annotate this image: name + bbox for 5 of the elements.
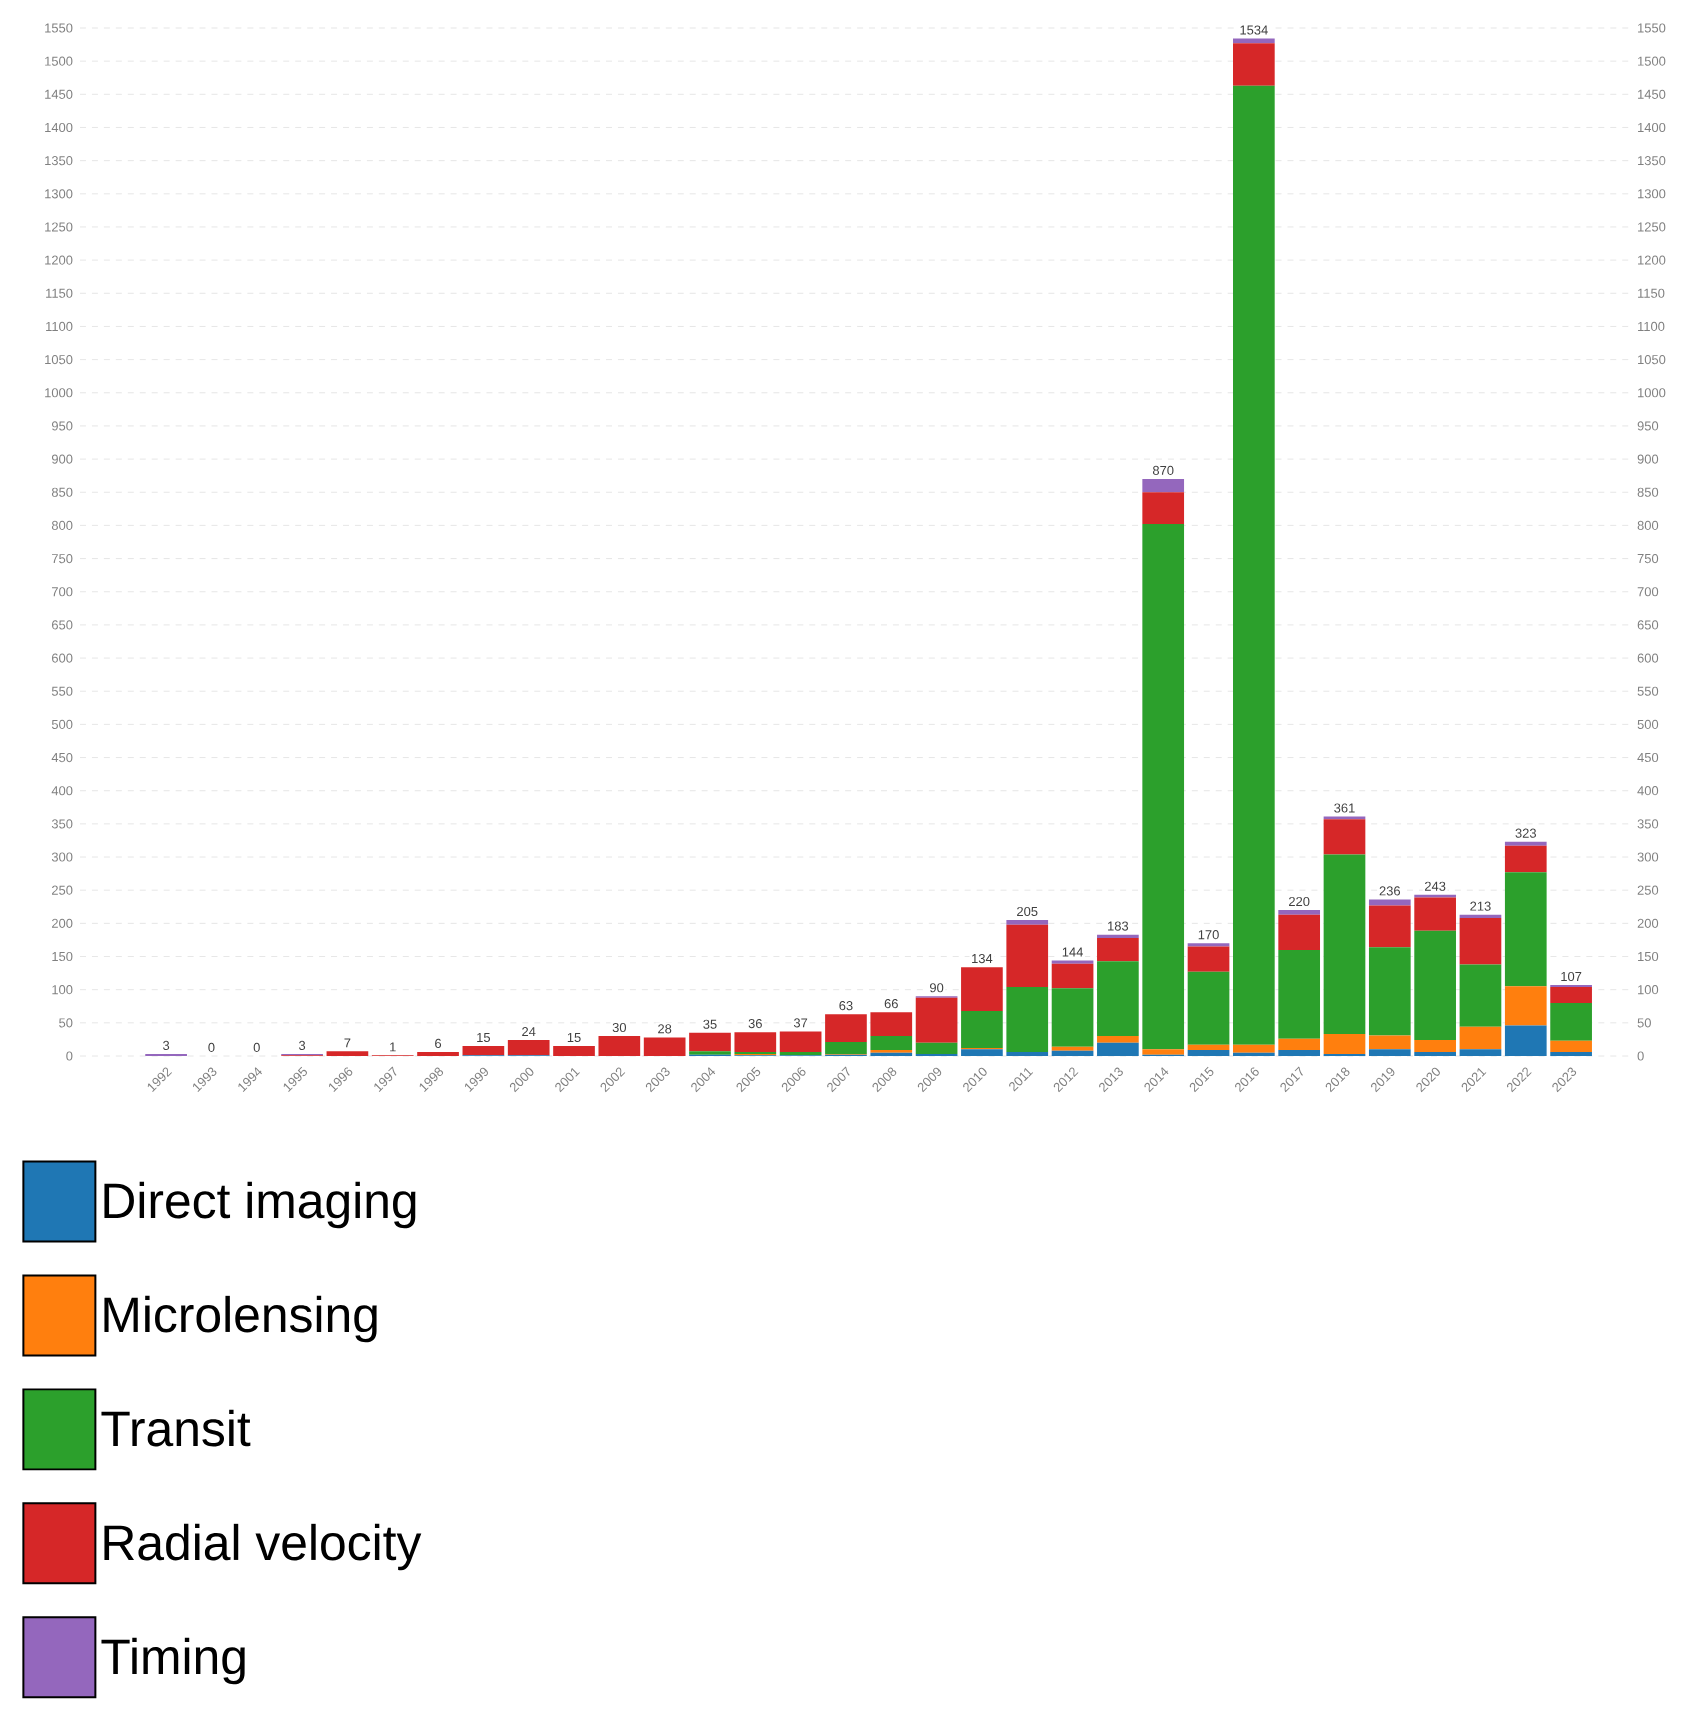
legend-label: Direct imaging xyxy=(104,1181,416,1229)
legend-label: Timing xyxy=(101,1637,245,1685)
legend-label: Transit xyxy=(101,1409,251,1447)
legend-label: Microlensing xyxy=(104,1295,377,1343)
legend-label: Radial velocity xyxy=(104,1523,422,1571)
